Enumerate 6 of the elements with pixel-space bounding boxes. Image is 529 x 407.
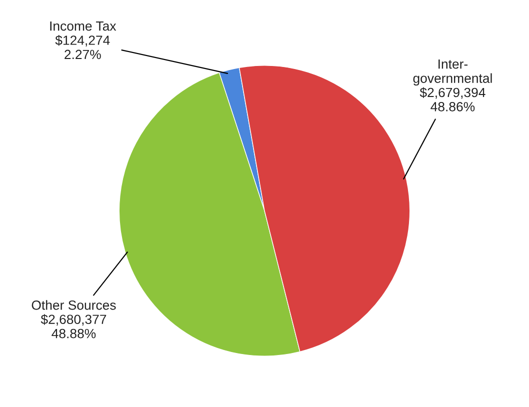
slice-label: Inter- governmental [413,60,492,86]
data-label: $2,679,394 48.86% [420,87,486,112]
data-label: $2,680,377 48.88% [40,314,106,338]
slice-label: Income Tax [50,22,116,31]
data-label: $124,274 2.27% [55,35,110,60]
slice-label: Other Sources [32,300,116,310]
